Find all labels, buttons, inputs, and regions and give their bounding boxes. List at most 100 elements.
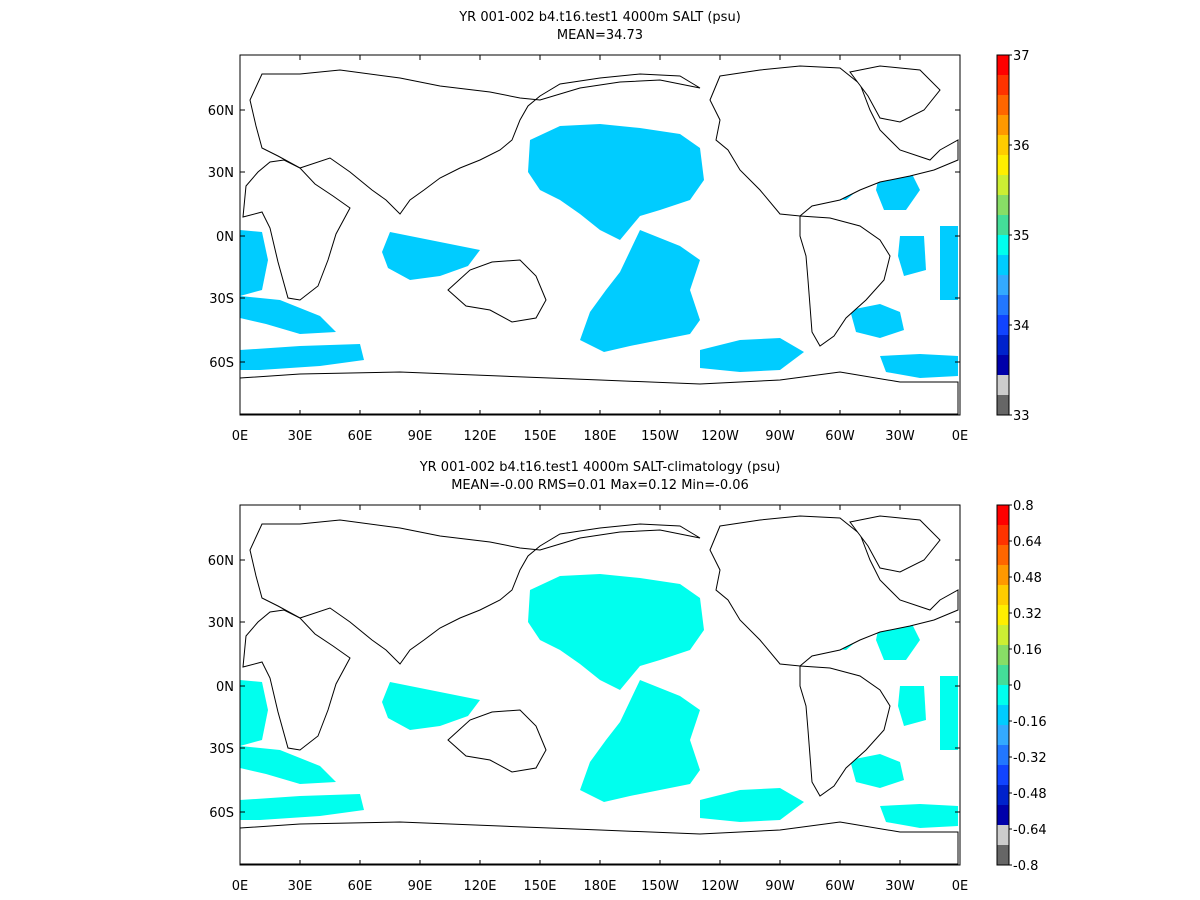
x-axis: 0E 30E 60E 90E 120E 150E 180E 150W 120W 90W 60W 30W… [232,505,968,894]
colorbar-swatch [997,215,1009,236]
y-tick-label: 30N [208,166,234,181]
colorbar-swatch [997,275,1009,296]
colorbar-label: 0.64 [1013,535,1042,550]
landmass-0 [242,609,351,751]
colorbar-swatch [997,75,1009,96]
landmass-5 [849,65,941,123]
x-tick-label: 30W [885,879,915,894]
x-tick-label: 60E [348,429,373,444]
colorbar-swatch [997,195,1009,216]
panel-title: YR 001-002 b4.t16.test1 4000m SALT-clima… [419,460,781,475]
coastlines [239,515,959,865]
salinity-region-5 [240,344,364,370]
colorbar-label: -0.16 [1013,715,1047,730]
colorbar-swatch [997,335,1009,356]
panel-title: YR 001-002 b4.t16.test1 4000m SALT (psu) [459,10,741,25]
x-tick-label: 90W [765,429,795,444]
salinity-region-0 [528,124,704,240]
landmass-6 [239,821,959,865]
y-tick-label: 0N [216,230,234,245]
colorbar-swatch [997,525,1009,546]
y-tick-label: 30S [209,292,234,307]
colorbar-label: -0.48 [1013,787,1047,802]
x-tick-label: 150W [641,429,679,444]
colorbar-swatch [997,235,1009,256]
colorbar: 0.8 0.64 0.48 0.32 0.16 0 -0.16 -0.32 -0.48 -0.64… [996,499,1047,874]
colorbar-swatch [997,505,1009,526]
x-tick-label: 180E [583,429,616,444]
x-tick-label: 90E [408,429,433,444]
x-tick-label: 30E [288,879,313,894]
salinity-region-5 [240,794,364,820]
x-tick-label: 150W [641,879,679,894]
colorbar-swatch [997,625,1009,646]
salinity-region-2 [382,682,480,730]
landmass-1 [249,69,701,215]
coastlines [239,65,959,415]
x-tick-label: 150E [523,429,556,444]
x-tick-label: 120W [701,879,739,894]
panel-subtitle: MEAN=34.73 [556,28,644,43]
colorbar-label: 34 [1013,319,1030,334]
colorbar-label: 0.48 [1013,571,1042,586]
landmass-2 [447,259,547,323]
salinity-region-1 [240,230,268,296]
colorbar-swatch [997,375,1009,396]
colorbar-swatch [997,545,1009,566]
salinity-panel: YR 001-002 b4.t16.test1 4000m SALT (psu)… [208,10,1030,444]
landmass-1 [249,519,701,665]
x-axis: 0E 30E 60E 90E 120E 150E 180E 150W 120W 90W 60W 30W… [232,55,968,444]
y-tick-label: 30N [208,616,234,631]
colorbar-swatch [997,395,1009,416]
x-tick-label: 180E [583,879,616,894]
colorbar-swatch [997,745,1009,766]
y-tick-label: 30S [209,742,234,757]
colorbar-label: 0.32 [1013,607,1042,622]
colorbar-swatch [997,315,1009,336]
y-tick-label: 60N [208,104,234,119]
colorbar-swatch [997,95,1009,116]
salinity-region-3 [580,680,700,802]
x-tick-label: 0E [232,879,249,894]
salinity-region-10 [940,676,958,750]
salinity-anomaly-panel: YR 001-002 b4.t16.test1 4000m SALT-clima… [0,450,1200,900]
salinity-region-11 [850,754,904,788]
salinity-region-10 [940,226,958,300]
colorbar-swatch [997,175,1009,196]
colorbar-swatch [997,585,1009,606]
colorbar-swatch [997,685,1009,706]
colorbar-label: 33 [1013,409,1030,424]
map-svg: 0E 30E 60E 90E 120E 150E 180E 150W 120W 90W 60W 30W… [208,49,1030,444]
salinity-region-1 [240,680,268,746]
colorbar-label: 36 [1013,139,1030,154]
salinity-region-12 [880,354,958,378]
salinity-region-9 [898,686,926,726]
x-tick-label: 90W [765,879,795,894]
x-tick-label: 60W [825,429,855,444]
colorbar-label: -0.64 [1013,823,1047,838]
landmass-3 [709,515,959,667]
landmass-0 [242,159,351,301]
salinity-region-2 [382,232,480,280]
ocean-regions [240,574,958,828]
x-tick-label: 60E [348,879,373,894]
x-tick-label: 120E [463,429,496,444]
colorbar-swatch [997,255,1009,276]
x-tick-label: 120W [701,429,739,444]
salinity-region-0 [528,574,704,690]
panel-subtitle: MEAN=-0.00 RMS=0.01 Max=0.12 Min=-0.06 [451,478,749,493]
salinity-region-6 [700,338,804,372]
colorbar-swatch [997,55,1009,76]
x-tick-label: 90E [408,879,433,894]
colorbar-label: 0 [1013,679,1021,694]
x-tick-label: 150E [523,879,556,894]
colorbar-swatch [997,135,1009,156]
x-tick-label: 30E [288,429,313,444]
salinity-region-11 [850,304,904,338]
colorbar-swatch [997,605,1009,626]
colorbar-swatch [997,725,1009,746]
y-tick-label: 60S [209,806,234,821]
y-axis: 60N 30N 0N 30S 60S [208,104,960,371]
colorbar: 37 36 35 34 33 [996,49,1030,424]
colorbar-swatch [997,355,1009,376]
